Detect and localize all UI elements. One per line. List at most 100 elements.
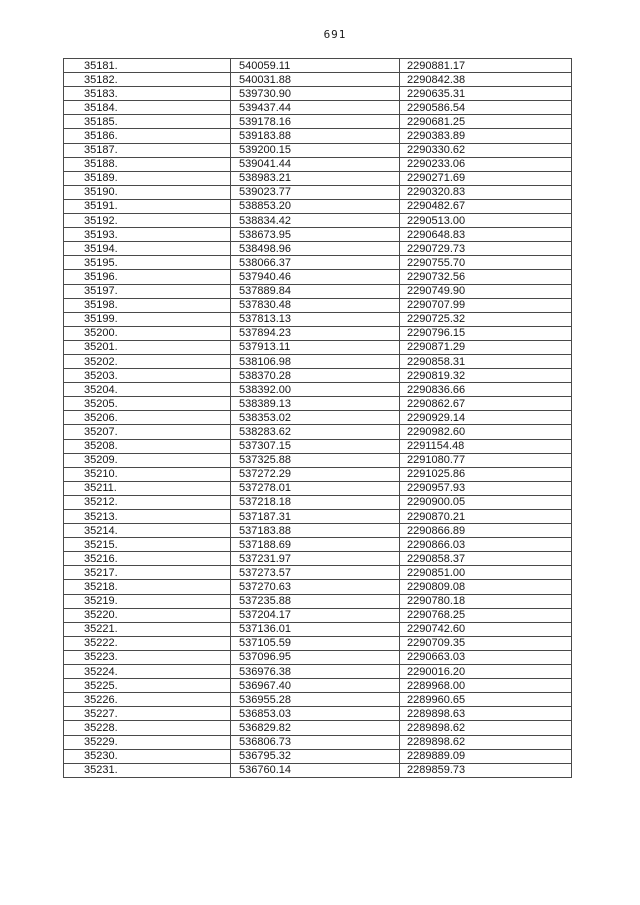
cell-point-number: 35198. [63, 297, 231, 313]
cell-y-value: 2290755.70 [399, 255, 572, 271]
cell-point-number: 35192. [63, 213, 231, 229]
cell-y-value: 2290796.15 [399, 325, 572, 341]
cell-point-number: 35220. [63, 607, 231, 623]
cell-x-value: 538389.13 [230, 396, 400, 412]
cell-y-value: 2290513.00 [399, 213, 572, 229]
cell-y-value: 2291080.77 [399, 452, 572, 468]
cell-x-value: 537307.15 [230, 438, 400, 454]
cell-point-number: 35209. [63, 452, 231, 468]
cell-y-value: 2290982.60 [399, 424, 572, 440]
table-row: 35219. 537235.88 2290780.18 [63, 593, 572, 609]
cell-x-value: 537913.11 [230, 339, 400, 355]
cell-x-value: 536967.40 [230, 678, 400, 694]
cell-y-value: 2289889.09 [399, 748, 572, 764]
cell-point-number: 35218. [63, 579, 231, 595]
cell-point-number: 35231. [63, 762, 231, 778]
cell-x-value: 537270.63 [230, 579, 400, 595]
cell-x-value: 536955.28 [230, 692, 400, 708]
cell-x-value: 539437.44 [230, 100, 400, 116]
table-row: 35193. 538673.95 2290648.83 [63, 227, 572, 243]
cell-x-value: 537325.88 [230, 452, 400, 468]
table-row: 35210. 537272.29 2291025.86 [63, 466, 572, 482]
table-row: 35190. 539023.77 2290320.83 [63, 184, 572, 200]
cell-x-value: 539023.77 [230, 184, 400, 200]
table-row: 35186. 539183.88 2290383.89 [63, 128, 572, 144]
cell-point-number: 35189. [63, 170, 231, 186]
cell-point-number: 35181. [63, 57, 231, 74]
cell-point-number: 35227. [63, 706, 231, 722]
table-row: 35216. 537231.97 2290858.37 [63, 551, 572, 567]
cell-point-number: 35201. [63, 339, 231, 355]
cell-y-value: 2290383.89 [399, 128, 572, 144]
cell-x-value: 538673.95 [230, 227, 400, 243]
cell-point-number: 35196. [63, 269, 231, 285]
coordinate-table: 35181. 540059.11 2290881.17 35182. 540031.88… [63, 57, 572, 778]
cell-y-value: 2290851.00 [399, 565, 572, 581]
table-row: 35208. 537307.15 2291154.48 [63, 438, 572, 454]
cell-y-value: 2289859.73 [399, 762, 572, 778]
cell-x-value: 538066.37 [230, 255, 400, 271]
cell-x-value: 538370.28 [230, 368, 400, 384]
table-row: 35209. 537325.88 2291080.77 [63, 452, 572, 468]
table-row: 35205. 538389.13 2290862.67 [63, 396, 572, 412]
cell-point-number: 35213. [63, 508, 231, 525]
cell-y-value: 2290900.05 [399, 494, 572, 511]
cell-point-number: 35212. [63, 494, 231, 511]
cell-x-value: 538983.21 [230, 170, 400, 186]
table-row: 35187. 539200.15 2290330.62 [63, 142, 572, 158]
cell-x-value: 537273.57 [230, 565, 400, 581]
cell-point-number: 35207. [63, 424, 231, 440]
cell-x-value: 537218.18 [230, 494, 400, 511]
cell-point-number: 35206. [63, 410, 231, 426]
cell-point-number: 35188. [63, 156, 231, 172]
cell-point-number: 35226. [63, 692, 231, 708]
cell-x-value: 537889.84 [230, 283, 400, 299]
table-row: 35188. 539041.44 2290233.06 [63, 156, 572, 172]
cell-y-value: 2290663.03 [399, 649, 572, 666]
cell-x-value: 537231.97 [230, 551, 400, 567]
table-row: 35231. 536760.14 2289859.73 [63, 762, 572, 778]
cell-y-value: 2290836.66 [399, 382, 572, 398]
cell-x-value: 538353.02 [230, 410, 400, 426]
cell-x-value: 536976.38 [230, 664, 400, 680]
cell-y-value: 2290809.08 [399, 579, 572, 595]
table-row: 35185. 539178.16 2290681.25 [63, 114, 572, 130]
cell-point-number: 35223. [63, 649, 231, 666]
cell-x-value: 537187.31 [230, 508, 400, 525]
table-row: 35230. 536795.32 2289889.09 [63, 748, 572, 764]
cell-y-value: 2289960.65 [399, 692, 572, 708]
cell-point-number: 35216. [63, 551, 231, 567]
cell-point-number: 35183. [63, 86, 231, 102]
cell-y-value: 2290725.32 [399, 311, 572, 327]
cell-y-value: 2290842.38 [399, 72, 572, 88]
table-row: 35211. 537278.01 2290957.93 [63, 480, 572, 496]
cell-y-value: 2290732.56 [399, 269, 572, 285]
cell-point-number: 35215. [63, 537, 231, 553]
cell-y-value: 2290929.14 [399, 410, 572, 426]
cell-x-value: 538853.20 [230, 198, 400, 215]
cell-x-value: 538283.62 [230, 424, 400, 440]
cell-x-value: 537136.01 [230, 621, 400, 637]
cell-point-number: 35228. [63, 720, 231, 736]
cell-y-value: 2290780.18 [399, 593, 572, 609]
cell-point-number: 35195. [63, 255, 231, 271]
cell-y-value: 2290016.20 [399, 664, 572, 680]
cell-point-number: 35186. [63, 128, 231, 144]
table-row: 35229. 536806.73 2289898.62 [63, 734, 572, 750]
table-row: 35214. 537183.88 2290866.89 [63, 523, 572, 539]
cell-y-value: 2290233.06 [399, 156, 572, 172]
table-row: 35192. 538834.42 2290513.00 [63, 213, 572, 229]
table-row: 35213. 537187.31 2290870.21 [63, 508, 572, 525]
table-row: 35198. 537830.48 2290707.99 [63, 297, 572, 313]
cell-point-number: 35208. [63, 438, 231, 454]
cell-point-number: 35214. [63, 523, 231, 539]
table-row: 35226. 536955.28 2289960.65 [63, 692, 572, 708]
table-row: 35184. 539437.44 2290586.54 [63, 100, 572, 116]
table-row: 35228. 536829.82 2289898.62 [63, 720, 572, 736]
table-row: 35182. 540031.88 2290842.38 [63, 72, 572, 88]
cell-x-value: 540031.88 [230, 72, 400, 88]
table-row: 35225. 536967.40 2289968.00 [63, 678, 572, 694]
cell-y-value: 2290635.31 [399, 86, 572, 102]
cell-point-number: 35184. [63, 100, 231, 116]
cell-y-value: 2290858.31 [399, 353, 572, 370]
